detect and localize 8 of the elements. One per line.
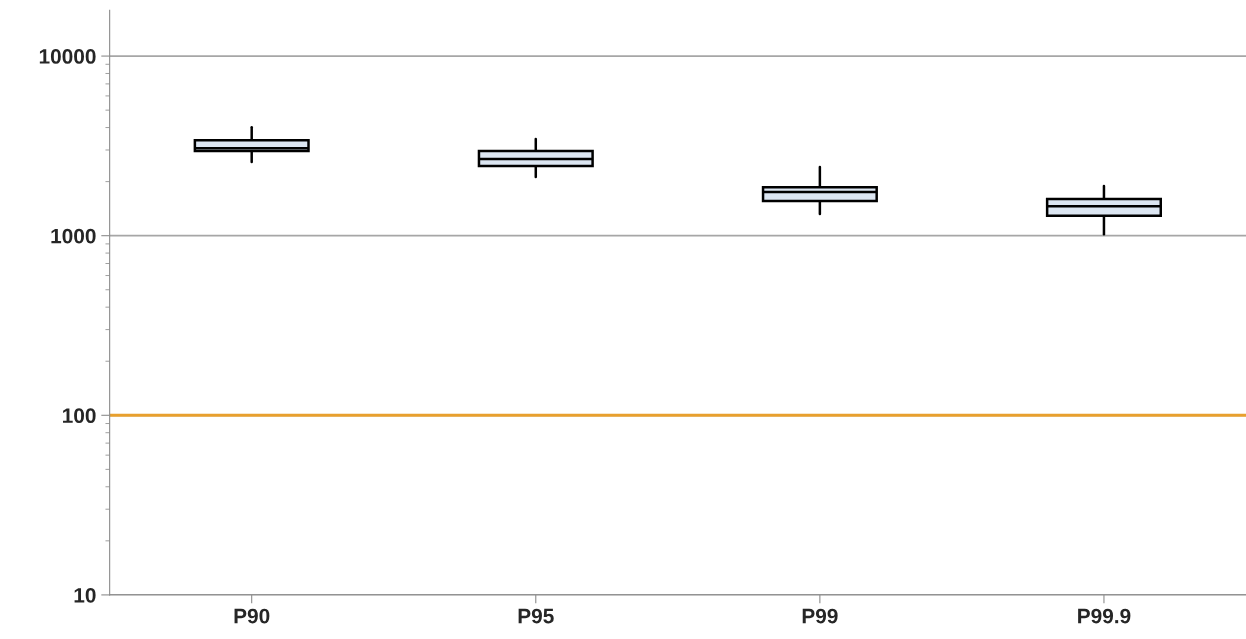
x-tick-label: P99: [802, 608, 838, 624]
y-tick-label: 10: [74, 587, 96, 603]
y-tick-label: 1000: [51, 228, 96, 244]
x-tick-label: P90: [234, 608, 270, 624]
y-tick-label: 10000: [39, 49, 96, 64]
x-tick-label: P99.9: [1078, 608, 1131, 624]
y-tick-label: 100: [63, 408, 96, 424]
x-tick-label: P95: [518, 608, 554, 624]
